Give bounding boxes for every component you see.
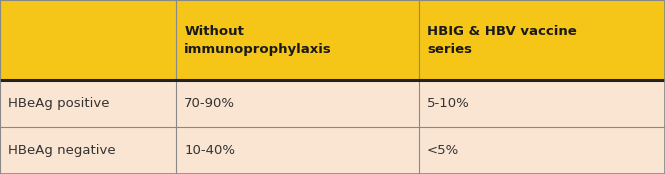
Text: 5-10%: 5-10% (427, 97, 469, 110)
Text: HBeAg positive: HBeAg positive (8, 97, 110, 110)
Bar (176, 127, 419, 174)
Text: HBeAg negative: HBeAg negative (8, 144, 116, 157)
Bar (419, 127, 665, 174)
Text: HBIG & HBV vaccine
series: HBIG & HBV vaccine series (427, 25, 577, 56)
Bar (0, 80, 176, 127)
Bar (419, 0, 665, 80)
Bar (0, 127, 176, 174)
Text: Without
immunoprophylaxis: Without immunoprophylaxis (184, 25, 332, 56)
Bar (176, 80, 419, 127)
Bar (176, 0, 419, 80)
Text: 10-40%: 10-40% (184, 144, 235, 157)
Text: <5%: <5% (427, 144, 459, 157)
Bar (0, 0, 176, 80)
Bar (419, 80, 665, 127)
Text: 70-90%: 70-90% (184, 97, 235, 110)
